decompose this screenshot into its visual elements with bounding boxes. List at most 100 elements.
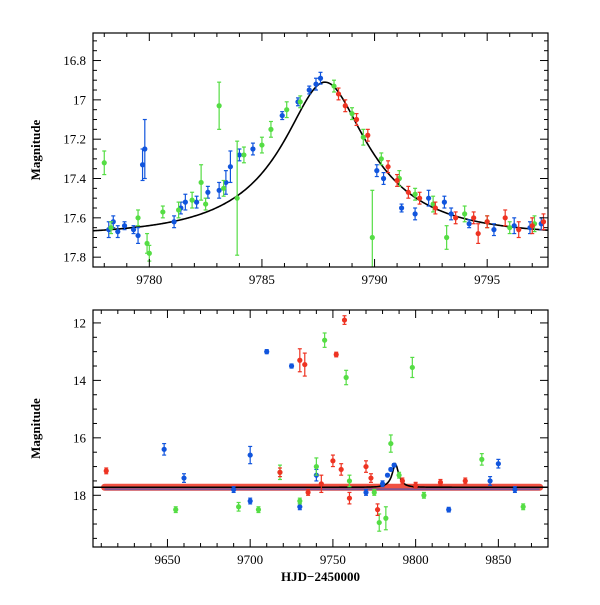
y-tick-label: 17.2 — [63, 132, 86, 147]
blue-observatory-point — [250, 146, 256, 152]
y-tick-label: 16.8 — [63, 53, 86, 68]
green-observatory-point — [396, 472, 402, 478]
blue-observatory-point — [388, 466, 394, 473]
model-curve — [93, 462, 548, 489]
green-observatory-point — [146, 250, 152, 256]
y-tick-label: 17.4 — [63, 171, 86, 186]
blue-observatory-point — [317, 75, 324, 81]
green-observatory-point — [216, 103, 222, 109]
green-observatory-point — [520, 504, 526, 510]
blue-observatory-point — [182, 199, 188, 205]
red-observatory-point — [453, 215, 459, 221]
red-observatory-point — [103, 468, 109, 474]
blue-observatory-point — [448, 211, 454, 217]
green-observatory-point — [507, 225, 513, 231]
red-observatory-point — [342, 103, 348, 109]
red-observatory-point — [346, 495, 353, 501]
x-tick-label: 9700 — [237, 552, 263, 567]
blue-observatory-point — [412, 211, 418, 217]
blue-observatory-point — [247, 498, 253, 504]
red-observatory-point — [475, 230, 481, 237]
x-tick-label: 9795 — [474, 272, 500, 287]
red-observatory-point — [365, 132, 371, 138]
green-observatory-point — [284, 107, 290, 113]
full-panel-y-axis-label: Magnitude — [28, 398, 43, 459]
blue-observatory-point — [216, 187, 222, 193]
x-tick-label: 9780 — [136, 272, 162, 287]
red-observatory-point — [437, 479, 444, 485]
blue-observatory-point — [205, 189, 211, 195]
blue-observatory-point — [279, 112, 285, 119]
blue-observatory-point — [446, 507, 452, 513]
red-observatory-point — [302, 361, 308, 368]
red-observatory-point — [432, 205, 438, 211]
blue-observatory-point — [181, 475, 187, 481]
blue-observatory-point — [306, 87, 312, 93]
blue-observatory-point — [487, 478, 493, 484]
green-observatory-point — [430, 201, 436, 207]
x-tick-label: 9790 — [362, 272, 388, 287]
red-observatory-point — [399, 478, 405, 484]
green-observatory-point — [108, 225, 114, 231]
green-observatory-point — [360, 134, 366, 140]
red-observatory-point — [297, 357, 303, 363]
blue-observatory-point — [380, 175, 387, 182]
blue-observatory-point — [142, 146, 148, 152]
red-observatory-point — [484, 219, 490, 225]
y-tick-label: 17.8 — [63, 250, 86, 265]
x-tick-label: 9750 — [320, 552, 346, 567]
blue-observatory-point — [374, 168, 380, 174]
green-observatory-point — [173, 507, 179, 513]
red-observatory-point — [333, 351, 339, 358]
green-observatory-point — [101, 160, 107, 166]
green-observatory-point — [479, 456, 485, 462]
blue-observatory-point — [236, 152, 243, 158]
x-tick-label: 9785 — [249, 272, 275, 287]
blue-observatory-point — [391, 462, 397, 468]
blue-observatory-point — [491, 227, 497, 233]
full-panel-frame — [92, 309, 549, 548]
blue-observatory-point — [231, 486, 237, 493]
red-observatory-point — [277, 469, 283, 475]
y-tick-label: 17 — [73, 92, 87, 107]
green-observatory-point — [388, 440, 394, 447]
green-observatory-point — [369, 234, 375, 241]
green-observatory-point — [203, 201, 209, 207]
x-tick-label: 9850 — [485, 552, 511, 567]
red-observatory-point — [363, 463, 369, 470]
model-curve — [93, 81, 548, 232]
blue-observatory-point — [247, 452, 253, 458]
blue-observatory-point — [495, 461, 501, 467]
blue-observatory-point — [297, 504, 303, 510]
red-observatory-point — [529, 223, 535, 229]
blue-observatory-point — [161, 446, 167, 452]
blue-observatory-point — [130, 227, 137, 233]
blue-observatory-point — [398, 205, 405, 211]
red-observatory-point — [417, 195, 423, 201]
y-tick-label: 16 — [73, 430, 87, 445]
blue-observatory-point — [363, 489, 369, 496]
blue-observatory-point — [441, 199, 447, 205]
green-observatory-point — [241, 152, 247, 158]
blue-observatory-point — [115, 229, 121, 235]
red-observatory-point — [502, 215, 508, 221]
red-observatory-point — [413, 482, 419, 488]
green-observatory-point — [343, 374, 349, 381]
blue-observatory-point — [139, 162, 146, 168]
y-tick-label: 18 — [73, 488, 86, 503]
zoom-panel-frame — [92, 32, 549, 268]
green-observatory-point — [371, 489, 377, 496]
green-observatory-point — [349, 111, 355, 117]
blue-observatory-point — [313, 81, 319, 87]
blue-observatory-point — [466, 221, 472, 227]
blue-observatory-point — [426, 195, 432, 201]
green-observatory-point — [236, 504, 242, 510]
red-observatory-point — [394, 177, 400, 184]
red-observatory-point — [353, 116, 360, 123]
blue-observatory-point — [512, 486, 518, 493]
green-observatory-point — [135, 215, 141, 221]
green-observatory-point — [412, 191, 418, 197]
blue-observatory-point — [110, 219, 116, 225]
red-observatory-point — [341, 317, 348, 323]
green-observatory-point — [189, 197, 195, 203]
